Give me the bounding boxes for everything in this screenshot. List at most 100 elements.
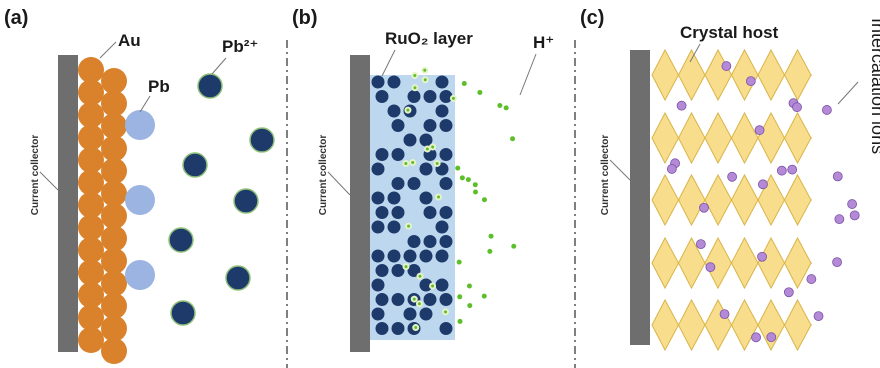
ruo2-particle (372, 163, 385, 176)
collector-label: Current collector (600, 135, 611, 216)
ruo2-particle (388, 221, 401, 234)
ruo2-particle (372, 192, 385, 205)
ruo2-particle (420, 250, 433, 263)
proton (417, 301, 422, 306)
proton (467, 283, 472, 288)
proton (466, 177, 471, 182)
intercalation-ion (746, 77, 755, 86)
au-atom (101, 181, 127, 207)
intercalation-ion (755, 126, 764, 135)
intercalation-ion (835, 215, 844, 224)
intercalation-ion (728, 172, 737, 181)
label-ions: Intercalation ions (868, 18, 880, 154)
pb-ion (198, 74, 222, 98)
panel-letter: (a) (4, 7, 28, 29)
au-atom (78, 192, 104, 218)
au-atom (101, 248, 127, 274)
host-octahedron (679, 113, 706, 163)
leader (100, 42, 116, 58)
ruo2-particle (392, 322, 405, 335)
diagram: (a) (b) (c) Current collector Current co… (0, 0, 880, 368)
ruo2-particle (440, 206, 453, 219)
ruo2-particle (392, 119, 405, 132)
intercalation-ion (758, 180, 767, 189)
au-atom (101, 136, 127, 162)
proton (473, 189, 478, 194)
intercalation-ion (777, 166, 786, 175)
leader (610, 160, 630, 180)
ruo2-particle (440, 322, 453, 335)
pb-ion (183, 153, 207, 177)
host-octahedron (705, 300, 732, 350)
leader (520, 54, 536, 95)
proton (451, 96, 456, 101)
host-octahedron (652, 50, 679, 100)
ruo2-particle (408, 90, 421, 103)
intercalation-ion (850, 211, 859, 220)
ruo2-particle (376, 206, 389, 219)
intercalation-ion (752, 333, 761, 342)
ruo2-particle (424, 90, 437, 103)
intercalation-ion (758, 252, 767, 261)
au-atom (101, 271, 127, 297)
host-octahedron (732, 50, 759, 100)
proton (413, 325, 418, 330)
pb-atom (125, 110, 155, 140)
intercalation-ion (833, 258, 842, 267)
ruo2-particle (376, 148, 389, 161)
shapes (78, 50, 859, 364)
current-collector (58, 55, 78, 352)
pb-ion (250, 128, 274, 152)
leader (212, 58, 226, 74)
pb-ion (234, 189, 258, 213)
au-atom (78, 260, 104, 286)
au-atom (101, 68, 127, 94)
host-octahedron (652, 300, 679, 350)
au-atom (101, 226, 127, 252)
proton (443, 309, 448, 314)
proton (489, 234, 494, 239)
proton (455, 166, 460, 171)
label-h: H⁺ (533, 33, 554, 52)
au-atom (78, 170, 104, 196)
proton (435, 161, 440, 166)
intercalation-ion (807, 275, 816, 284)
au-atom (78, 125, 104, 151)
host-octahedron (679, 300, 706, 350)
proton (436, 194, 441, 199)
ruo2-particle (404, 134, 417, 147)
au-atom (101, 158, 127, 184)
ruo2-particle (376, 293, 389, 306)
leader (140, 96, 150, 112)
ruo2-particle (392, 264, 405, 277)
ruo2-particle (392, 177, 405, 190)
ruo2-particle (424, 293, 437, 306)
au-atom (101, 203, 127, 229)
ruo2-particle (440, 148, 453, 161)
intercalation-ion (833, 172, 842, 181)
ruo2-particle (388, 76, 401, 89)
panel-letter: (c) (580, 7, 604, 29)
ruo2-particle (420, 192, 433, 205)
proton (477, 90, 482, 95)
au-atom (78, 305, 104, 331)
intercalation-ion (788, 165, 797, 174)
proton (487, 249, 492, 254)
ruo2-particle (376, 322, 389, 335)
proton (404, 264, 409, 269)
ruo2-particle (408, 177, 421, 190)
proton (482, 294, 487, 299)
au-atom (101, 316, 127, 342)
intercalation-ion (822, 105, 831, 114)
ruo2-particle (408, 235, 421, 248)
proton (403, 161, 408, 166)
au-atom (78, 282, 104, 308)
ruo2-particle (440, 235, 453, 248)
pb-ion (226, 266, 250, 290)
host-octahedron (758, 50, 785, 100)
host-octahedron (785, 50, 812, 100)
ruo2-particle (404, 308, 417, 321)
au-atom (78, 80, 104, 106)
ruo2-particle (424, 119, 437, 132)
intercalation-ion (696, 240, 705, 249)
